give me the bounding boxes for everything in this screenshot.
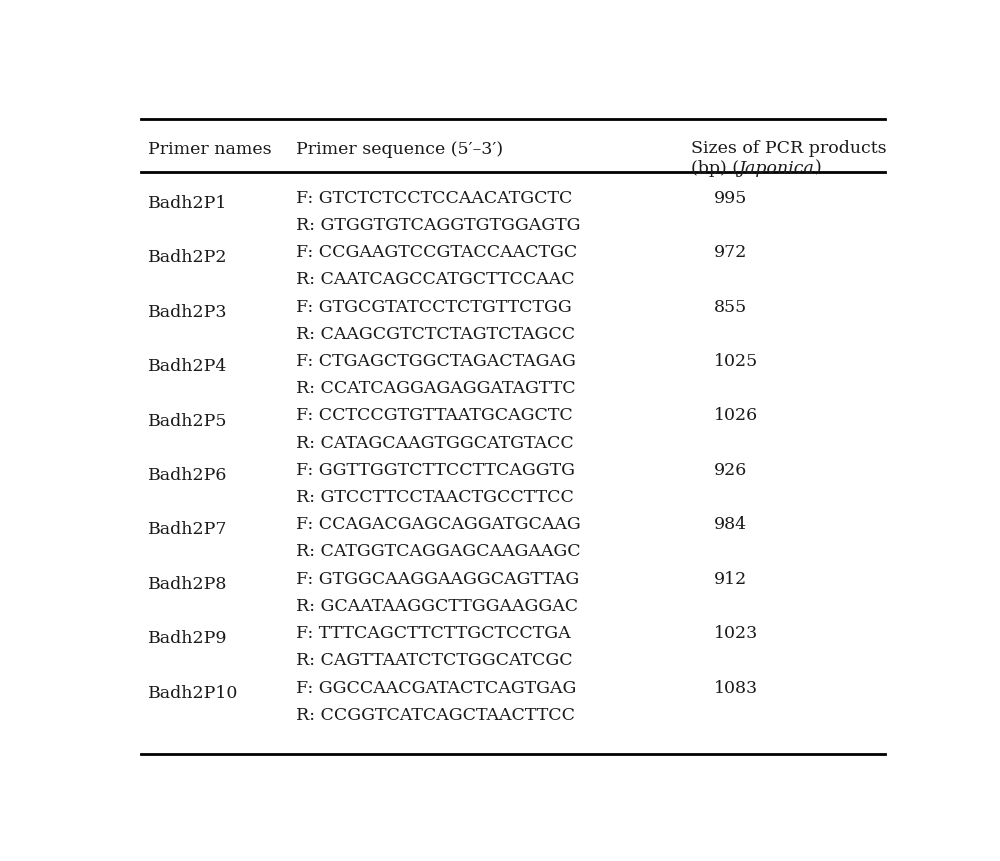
- Text: Primer sequence (5′–3′): Primer sequence (5′–3′): [296, 141, 503, 158]
- Text: 912: 912: [714, 570, 747, 587]
- Text: Badh2P3: Badh2P3: [148, 303, 228, 320]
- Text: 1026: 1026: [714, 407, 758, 424]
- Text: Badh2P4: Badh2P4: [148, 357, 228, 375]
- Text: F: GTCTCTCCTCCAACATGCTC: F: GTCTCTCCTCCAACATGCTC: [296, 189, 572, 207]
- Text: R: CATAGCAAGTGGCATGTACC: R: CATAGCAAGTGGCATGTACC: [296, 434, 573, 451]
- Text: F: CCTCCGTGTTAATGCAGCTC: F: CCTCCGTGTTAATGCAGCTC: [296, 407, 572, 424]
- Text: Badh2P7: Badh2P7: [148, 521, 228, 538]
- Text: R: CATGGTCAGGAGCAAGAAGC: R: CATGGTCAGGAGCAAGAAGC: [296, 543, 580, 560]
- Text: Sizes of PCR products: Sizes of PCR products: [691, 139, 886, 157]
- Text: ): ): [815, 159, 821, 177]
- Text: R: CAATCAGCCATGCTTCCAAC: R: CAATCAGCCATGCTTCCAAC: [296, 271, 574, 288]
- Text: Badh2P2: Badh2P2: [148, 249, 228, 266]
- Text: 972: 972: [714, 244, 747, 261]
- Text: 855: 855: [714, 298, 747, 315]
- Text: F: GTGGCAAGGAAGGCAGTTAG: F: GTGGCAAGGAAGGCAGTTAG: [296, 570, 579, 587]
- Text: F: TTTCAGCTTCTTGCTCCTGA: F: TTTCAGCTTCTTGCTCCTGA: [296, 624, 570, 641]
- Text: Badh2P9: Badh2P9: [148, 629, 228, 647]
- Text: 1083: 1083: [714, 678, 758, 696]
- Text: Badh2P10: Badh2P10: [148, 684, 239, 701]
- Text: 1025: 1025: [714, 353, 758, 369]
- Text: 1023: 1023: [714, 624, 758, 641]
- Text: R: CCATCAGGAGAGGATAGTTC: R: CCATCAGGAGAGGATAGTTC: [296, 380, 575, 397]
- Text: Japonica: Japonica: [739, 159, 815, 177]
- Text: F: GGCCAACGATACTCAGTGAG: F: GGCCAACGATACTCAGTGAG: [296, 678, 576, 696]
- Text: 984: 984: [714, 516, 747, 533]
- Text: R: CAGTTAATCTCTGGCATCGC: R: CAGTTAATCTCTGGCATCGC: [296, 652, 572, 669]
- Text: F: GTGCGTATCCTCTGTTCTGG: F: GTGCGTATCCTCTGTTCTGG: [296, 298, 571, 315]
- Text: Badh2P8: Badh2P8: [148, 575, 228, 592]
- Text: F: CTGAGCTGGCTAGACTAGAG: F: CTGAGCTGGCTAGACTAGAG: [296, 353, 575, 369]
- Text: Badh2P6: Badh2P6: [148, 467, 228, 483]
- Text: Badh2P1: Badh2P1: [148, 195, 228, 212]
- Text: F: GGTTGGTCTTCCTTCAGGTG: F: GGTTGGTCTTCCTTCAGGTG: [296, 461, 574, 479]
- Text: F: CCAGACGAGCAGGATGCAAG: F: CCAGACGAGCAGGATGCAAG: [296, 516, 580, 533]
- Text: Primer names: Primer names: [148, 141, 272, 158]
- Text: 926: 926: [714, 461, 747, 479]
- Text: 995: 995: [714, 189, 747, 207]
- Text: R: GCAATAAGGCTTGGAAGGAC: R: GCAATAAGGCTTGGAAGGAC: [296, 598, 578, 614]
- Text: R: GTGGTGTCAGGTGTGGAGTG: R: GTGGTGTCAGGTGTGGAGTG: [296, 217, 580, 233]
- Text: (bp) (: (bp) (: [691, 159, 739, 177]
- Text: Badh2P5: Badh2P5: [148, 412, 228, 429]
- Text: R: CAAGCGTCTCTAGTCTAGCC: R: CAAGCGTCTCTAGTCTAGCC: [296, 325, 575, 343]
- Text: R: CCGGTCATCAGCTAACTTCC: R: CCGGTCATCAGCTAACTTCC: [296, 706, 574, 723]
- Text: F: CCGAAGTCCGTACCAACTGC: F: CCGAAGTCCGTACCAACTGC: [296, 244, 577, 261]
- Text: R: GTCCTTCCTAACTGCCTTCC: R: GTCCTTCCTAACTGCCTTCC: [296, 488, 573, 505]
